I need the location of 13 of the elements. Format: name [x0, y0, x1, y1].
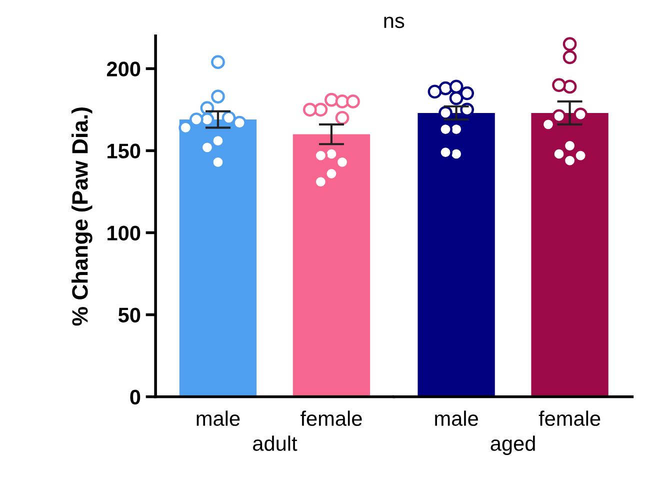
y-tick-label: 150: [108, 144, 140, 158]
chart-title: ns: [384, 16, 404, 28]
y-tick-label: 200: [106, 62, 140, 76]
x-tick-label: female: [300, 410, 362, 426]
y-tick-label: 50: [118, 308, 140, 322]
x-tick-label: female: [538, 410, 600, 426]
y-tick-label: 100: [108, 226, 140, 240]
x-tick-label: male: [435, 410, 478, 426]
x-axis-title: adult: [253, 436, 298, 451]
y-axis-title: % Change (Paw Dia.): [72, 108, 92, 326]
x-tick-label: male: [196, 410, 240, 426]
x-axis-title: aged: [490, 436, 535, 456]
y-tick-label: 0: [130, 390, 140, 404]
